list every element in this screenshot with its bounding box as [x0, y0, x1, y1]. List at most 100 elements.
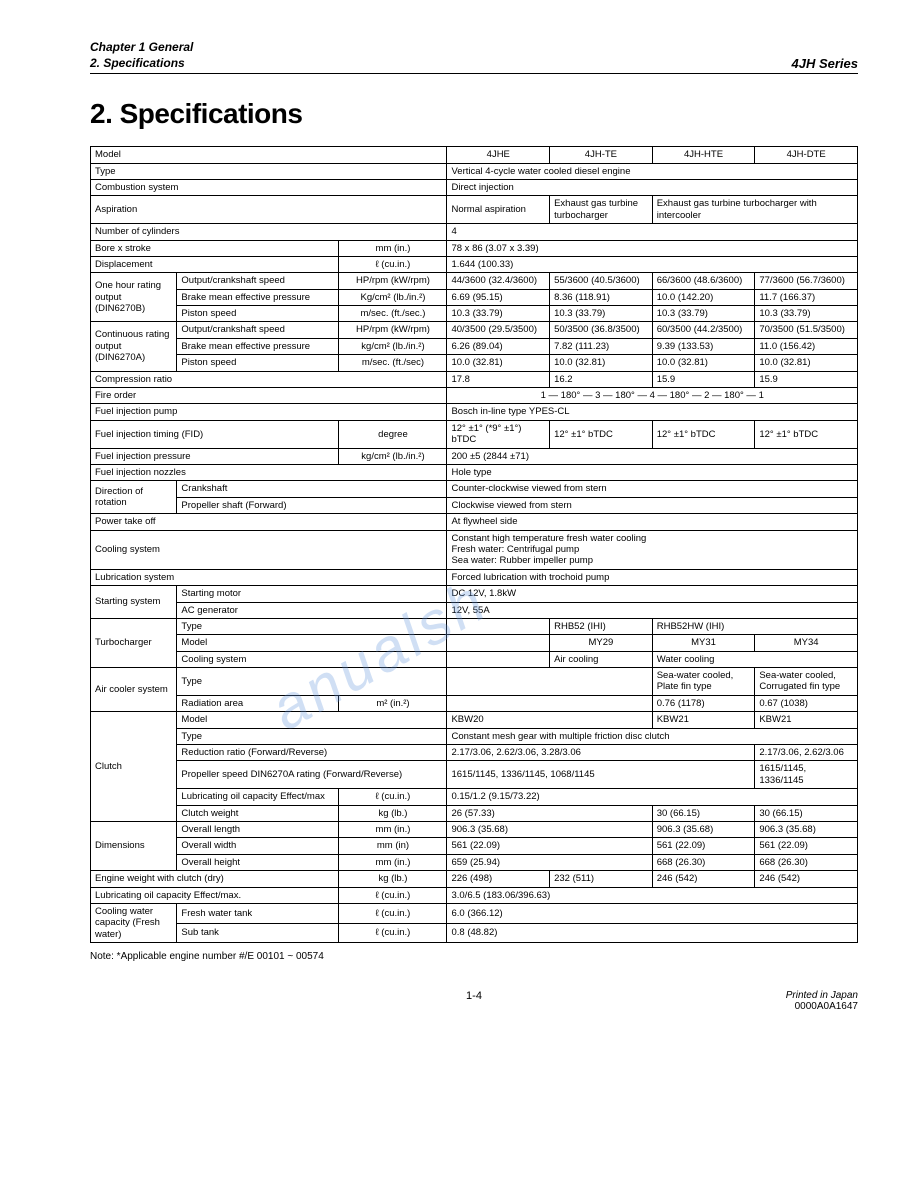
row-label: Model [177, 712, 447, 728]
table-row: Model 4JHE 4JH-TE 4JH-HTE 4JH-DTE [91, 147, 858, 163]
cell: 30 (66.15) [652, 805, 755, 821]
table-row: Fire order 1 — 180° — 3 — 180° — 4 — 180… [91, 388, 858, 404]
col-header: 4JH-DTE [755, 147, 858, 163]
unit: ℓ (cu.in.) [339, 887, 447, 903]
table-row: Turbocharger Type RHB52 (IHI) RHB52HW (I… [91, 618, 858, 634]
table-row: Lubrication system Forced lubrication wi… [91, 569, 858, 585]
table-row: Piston speed m/sec. (ft./sec.) 10.3 (33.… [91, 306, 858, 322]
cell: 78 x 86 (3.07 x 3.39) [447, 240, 858, 256]
cell: 659 (25.94) [447, 854, 652, 870]
cell: Exhaust gas turbine turbocharger with in… [652, 196, 857, 224]
table-row: Bore x stroke mm (in.) 78 x 86 (3.07 x 3… [91, 240, 858, 256]
row-label: Lubrication system [91, 569, 447, 585]
cell: 246 (542) [652, 871, 755, 887]
cell: 55/3600 (40.5/3600) [550, 273, 653, 289]
table-row: Overall width mm (in) 561 (22.09) 561 (2… [91, 838, 858, 854]
table-row: Propeller shaft (Forward) Clockwise view… [91, 497, 858, 513]
table-row: Continuous rating output (DIN6270A) Outp… [91, 322, 858, 338]
cell: 70/3500 (51.5/3500) [755, 322, 858, 338]
row-label: Brake mean effective pressure [177, 289, 339, 305]
cell: 2.17/3.06, 2.62/3.06 [755, 745, 858, 761]
table-row: Power take off At flywheel side [91, 514, 858, 530]
row-label: Cooling system [177, 651, 447, 667]
cell: 1615/1145, 1336/1145 [755, 761, 858, 789]
cell: 30 (66.15) [755, 805, 858, 821]
row-label: Bore x stroke [91, 240, 339, 256]
table-row: Aspiration Normal aspiration Exhaust gas… [91, 196, 858, 224]
row-label: Piston speed [177, 306, 339, 322]
unit: degree [339, 420, 447, 448]
cell: 10.0 (32.81) [447, 355, 550, 371]
row-label: Model [91, 147, 447, 163]
cell: Normal aspiration [447, 196, 550, 224]
row-label: Direction of rotation [91, 481, 177, 514]
table-row: Overall height mm (in.) 659 (25.94) 668 … [91, 854, 858, 870]
cell: MY31 [652, 635, 755, 651]
row-label: Crankshaft [177, 481, 447, 497]
note: Note: *Applicable engine number #/E 0010… [90, 951, 858, 962]
row-label: Lubricating oil capacity Effect/max. [91, 887, 339, 903]
cell: Hole type [447, 465, 858, 481]
cell: 3.0/6.5 (183.06/396.63) [447, 887, 858, 903]
cell: 906.3 (35.68) [755, 821, 858, 837]
cell: RHB52HW (IHI) [652, 618, 857, 634]
cell: 15.9 [755, 371, 858, 387]
table-row: Piston speed m/sec. (ft./sec) 10.0 (32.8… [91, 355, 858, 371]
cell [447, 618, 550, 634]
row-label: Fuel injection pump [91, 404, 447, 420]
cell: 0.67 (1038) [755, 695, 858, 711]
unit: HP/rpm (kW/rpm) [339, 273, 447, 289]
cell: 10.0 (32.81) [755, 355, 858, 371]
cell: Clockwise viewed from stern [447, 497, 858, 513]
cell [447, 651, 550, 667]
unit: ℓ (cu.in.) [339, 256, 447, 272]
table-row: Engine weight with clutch (dry) kg (lb.)… [91, 871, 858, 887]
col-header: 4JHE [447, 147, 550, 163]
page-number: 1-4 [90, 990, 858, 1002]
row-label: Lubricating oil capacity Effect/max [177, 789, 339, 805]
cell: 7.82 (111.23) [550, 338, 653, 354]
cell: 1615/1145, 1336/1145, 1068/1145 [447, 761, 755, 789]
row-label: Type [177, 728, 447, 744]
cell: Counter-clockwise viewed from stern [447, 481, 858, 497]
page: anualsh Chapter 1 General 2. Specificati… [0, 0, 918, 1042]
table-row: Model MY29 MY31 MY34 [91, 635, 858, 651]
row-label: Propeller speed DIN6270A rating (Forward… [177, 761, 447, 789]
row-label: Aspiration [91, 196, 447, 224]
table-row: Fuel injection pump Bosch in-line type Y… [91, 404, 858, 420]
table-row: Direction of rotation Crankshaft Counter… [91, 481, 858, 497]
cell: 10.0 (32.81) [550, 355, 653, 371]
cell: 17.8 [447, 371, 550, 387]
row-label: Overall height [177, 854, 339, 870]
table-row: Sub tank ℓ (cu.in.) 0.8 (48.82) [91, 923, 858, 943]
cell: Air cooling [550, 651, 653, 667]
col-header: 4JH-TE [550, 147, 653, 163]
cell: 12V, 55A [447, 602, 858, 618]
cell: Sea-water cooled, Plate fin type [652, 668, 755, 696]
row-label: Brake mean effective pressure [177, 338, 339, 354]
table-row: Reduction ratio (Forward/Reverse) 2.17/3… [91, 745, 858, 761]
table-row: Compression ratio 17.8 16.2 15.9 15.9 [91, 371, 858, 387]
row-label: Fresh water tank [177, 903, 339, 923]
row-label: Fire order [91, 388, 447, 404]
cell: Exhaust gas turbine turbocharger [550, 196, 653, 224]
unit: ℓ (cu.in.) [339, 903, 447, 923]
table-row: Clutch Model KBW20 KBW21 KBW21 [91, 712, 858, 728]
unit: mm (in.) [339, 240, 447, 256]
row-label: Overall width [177, 838, 339, 854]
series-label: 4JH Series [792, 56, 859, 71]
cell: KBW20 [447, 712, 652, 728]
table-row: Type Constant mesh gear with multiple fr… [91, 728, 858, 744]
unit: kg/cm² (lb./in.²) [339, 338, 447, 354]
cell: 668 (26.30) [755, 854, 858, 870]
cell: 44/3600 (32.4/3600) [447, 273, 550, 289]
cell [447, 668, 652, 696]
cell: 10.0 (32.81) [652, 355, 755, 371]
header-left: Chapter 1 General 2. Specifications [90, 40, 193, 71]
cell: 906.3 (35.68) [447, 821, 652, 837]
cell: RHB52 (IHI) [550, 618, 653, 634]
cell: Water cooling [652, 651, 857, 667]
row-label: Cooling water capacity (Fresh water) [91, 903, 177, 942]
cell: 6.26 (89.04) [447, 338, 550, 354]
cell: KBW21 [755, 712, 858, 728]
